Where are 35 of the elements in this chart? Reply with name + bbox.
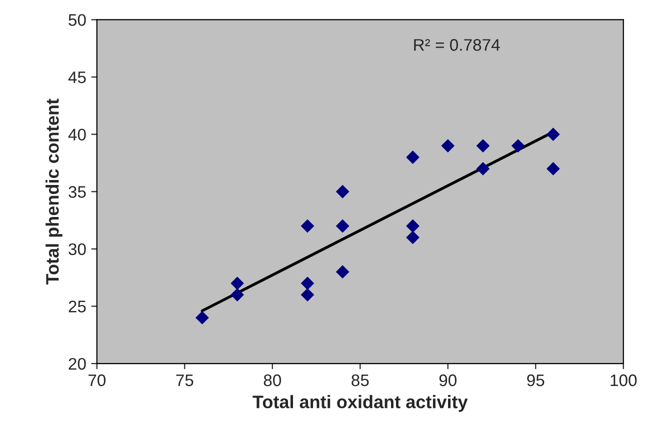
point (476, 139, 490, 152)
x-tick-label: 75 (176, 374, 194, 386)
point (406, 230, 420, 244)
annotation: R² = 0.7874 (414, 39, 500, 51)
x-tick-label: 80 (264, 374, 282, 386)
y-axis-title: Total phendic content (46, 98, 62, 285)
y-tick-label: 50 (68, 14, 86, 26)
x-tick-label: 95 (527, 374, 544, 386)
y-tick-label: 30 (68, 243, 86, 256)
point (406, 150, 420, 164)
y-tick-label: 35 (68, 186, 86, 198)
point (230, 276, 244, 290)
point (546, 128, 560, 141)
point (476, 162, 490, 176)
point (441, 139, 454, 152)
point (336, 219, 350, 233)
x-tick-label: 70 (88, 374, 106, 386)
x-tick-label: 85 (352, 374, 369, 386)
y-tick-label: 20 (68, 358, 86, 370)
point (230, 288, 244, 302)
point (196, 311, 209, 324)
point (546, 162, 560, 176)
point (300, 276, 314, 290)
x-axis-title: Total anti oxidant activity (252, 395, 468, 412)
point (300, 219, 314, 233)
x-tick-label: 90 (439, 374, 457, 386)
x-tick-label: 100 (610, 374, 637, 386)
y-tick-label: 40 (68, 128, 86, 141)
y-tick-label: 25 (68, 300, 86, 312)
point (406, 219, 420, 233)
point (300, 288, 314, 302)
y-tick-label: 45 (68, 72, 86, 84)
point (512, 139, 525, 152)
point (336, 185, 350, 198)
point (336, 265, 350, 278)
